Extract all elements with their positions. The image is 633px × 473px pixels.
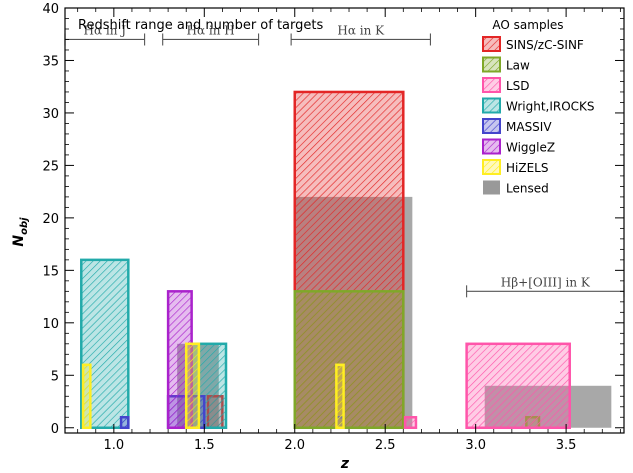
bar-lsd-1 bbox=[403, 416, 418, 430]
y-tick-label: 40 bbox=[42, 2, 59, 17]
range-annotation-label: Hα in H bbox=[187, 23, 235, 37]
x-tick-label: 3.5 bbox=[556, 438, 577, 453]
legend-label-law: Law bbox=[506, 59, 530, 73]
range-annotation-label: Hα in J bbox=[84, 23, 127, 37]
legend-swatch-lsd bbox=[482, 77, 501, 93]
legend-item-lsd: LSD bbox=[482, 77, 530, 93]
x-axis-label: z bbox=[340, 456, 350, 472]
legend-label-lensed: Lensed bbox=[506, 182, 549, 196]
range-annotation-2: Hα in K bbox=[290, 23, 431, 46]
y-tick-label: 15 bbox=[42, 264, 59, 279]
range-annotation-1: Hα in H bbox=[162, 23, 260, 46]
bars-layer bbox=[80, 90, 612, 430]
axes-layer: 1.0 1.5 2.0 2.5 3.0 3.5 0 5 10 15 20 25 30 35 40 bbox=[42, 2, 625, 453]
x-tick-label: 2.5 bbox=[375, 438, 396, 453]
bar-law-0 bbox=[293, 290, 405, 430]
legend-swatch-sins bbox=[482, 36, 501, 52]
legend-title: AO samples bbox=[492, 18, 563, 32]
range-annotation-label: Hβ+[OIII] in K bbox=[501, 275, 591, 289]
bar-lsd-0 bbox=[465, 342, 571, 430]
x-tick-label: 1.5 bbox=[194, 438, 215, 453]
legend: AO samples SINS/zC-SINF Law LSD Wright,IROC… bbox=[482, 18, 595, 196]
legend-swatch-hizels bbox=[482, 159, 501, 175]
legend-item-lensed: Lensed bbox=[483, 180, 549, 196]
x-tick-label: 2.0 bbox=[284, 438, 305, 453]
y-axis-label-main: N bbox=[11, 235, 27, 247]
legend-label-wright: Wright,IROCKS bbox=[506, 100, 595, 114]
legend-item-wigglez: WiggleZ bbox=[482, 138, 555, 155]
legend-item-law: Law bbox=[482, 56, 530, 73]
legend-label-wigglez: WiggleZ bbox=[506, 141, 555, 155]
legend-label-lsd: LSD bbox=[506, 79, 530, 93]
bar-hizels-0 bbox=[81, 363, 92, 430]
svg-text:Nobj: Nobj bbox=[11, 217, 30, 247]
legend-item-massiv: MASSIV bbox=[482, 118, 552, 134]
y-tick-label: 35 bbox=[42, 54, 59, 69]
legend-item-sins: SINS/zC-SINF bbox=[482, 36, 584, 52]
bar-hizels-2 bbox=[335, 363, 345, 430]
plot-frame bbox=[64, 7, 625, 434]
y-tick-label: 30 bbox=[42, 107, 59, 122]
range-annotation-label: Hα in K bbox=[337, 23, 385, 37]
legend-label-sins: SINS/zC-SINF bbox=[506, 38, 584, 52]
legend-swatch-wright bbox=[482, 97, 501, 114]
chart-title: Redshift range and number of targets bbox=[78, 18, 323, 33]
y-axis-label-sub: obj bbox=[19, 217, 30, 235]
bar-massiv-1 bbox=[119, 416, 130, 430]
legend-item-wright: Wright,IROCKS bbox=[482, 97, 595, 114]
legend-item-hizels: HiZELS bbox=[482, 159, 548, 175]
x-tick-label: 1.0 bbox=[104, 438, 125, 453]
annotation-layer: Hα in J Hα in H Hα in K Hβ+[OIII] in K bbox=[64, 23, 625, 298]
legend-swatch-lensed bbox=[483, 180, 500, 195]
x-tick-label: 3.0 bbox=[465, 438, 486, 453]
legend-swatch-law bbox=[482, 56, 501, 73]
legend-swatch-massiv bbox=[482, 118, 501, 134]
y-axis-label: Nobj bbox=[11, 217, 30, 247]
bar-hizels-1 bbox=[184, 342, 201, 430]
y-tick-label: 5 bbox=[51, 369, 59, 384]
legend-label-massiv: MASSIV bbox=[506, 120, 552, 134]
y-tick-label: 25 bbox=[42, 159, 59, 174]
y-tick-label: 0 bbox=[51, 422, 59, 437]
legend-label-hizels: HiZELS bbox=[506, 161, 548, 175]
y-tick-label: 10 bbox=[42, 317, 59, 332]
legend-swatch-wigglez bbox=[482, 138, 501, 155]
y-tick-label: 20 bbox=[42, 212, 59, 227]
range-annotation-3: Hβ+[OIII] in K bbox=[466, 275, 625, 298]
